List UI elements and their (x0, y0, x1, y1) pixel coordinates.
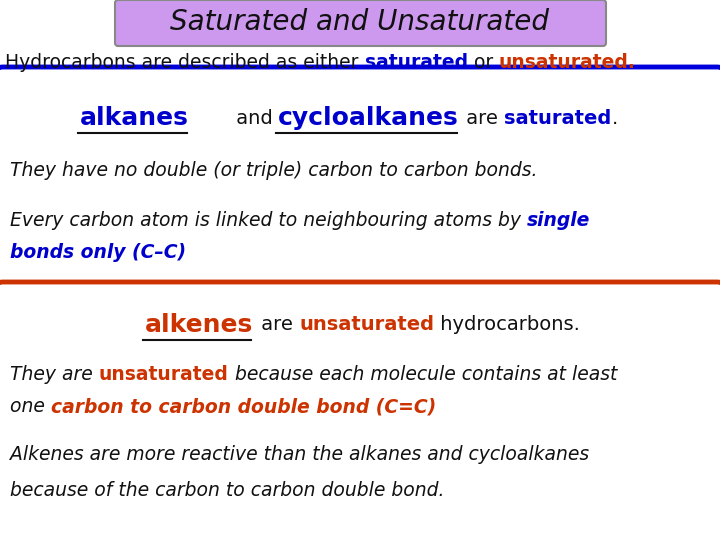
Text: saturated: saturated (504, 109, 611, 127)
Text: .: . (611, 109, 618, 127)
Text: unsaturated.: unsaturated. (499, 52, 636, 71)
Text: and: and (230, 109, 279, 127)
Text: hydrocarbons.: hydrocarbons. (434, 315, 580, 334)
Text: alkenes: alkenes (145, 313, 253, 337)
Text: one: one (10, 397, 51, 416)
Text: Saturated and Unsaturated: Saturated and Unsaturated (171, 8, 549, 36)
Text: are: are (255, 315, 299, 334)
Text: They are: They are (10, 366, 99, 384)
Text: or: or (467, 52, 499, 71)
Text: single: single (527, 211, 590, 229)
Text: bonds only (C–C): bonds only (C–C) (10, 242, 186, 261)
FancyBboxPatch shape (0, 67, 720, 293)
FancyBboxPatch shape (0, 282, 720, 540)
Text: alkanes: alkanes (80, 106, 189, 130)
Text: Hydrocarbons are described as either: Hydrocarbons are described as either (5, 52, 364, 71)
Text: cycloalkanes: cycloalkanes (278, 106, 459, 130)
Text: Alkenes are more reactive than the alkanes and cycloalkanes: Alkenes are more reactive than the alkan… (10, 446, 589, 464)
Text: carbon to carbon double bond (C=C): carbon to carbon double bond (C=C) (51, 397, 436, 416)
Text: because each molecule contains at least: because each molecule contains at least (229, 366, 617, 384)
Text: They have no double (or triple) carbon to carbon bonds.: They have no double (or triple) carbon t… (10, 160, 538, 179)
Text: unsaturated: unsaturated (99, 366, 229, 384)
FancyBboxPatch shape (115, 0, 606, 46)
Text: saturated: saturated (364, 52, 467, 71)
Text: unsaturated: unsaturated (299, 315, 434, 334)
Text: Every carbon atom is linked to neighbouring atoms by: Every carbon atom is linked to neighbour… (10, 211, 527, 229)
Text: are: are (460, 109, 504, 127)
Text: because of the carbon to carbon double bond.: because of the carbon to carbon double b… (10, 481, 444, 500)
